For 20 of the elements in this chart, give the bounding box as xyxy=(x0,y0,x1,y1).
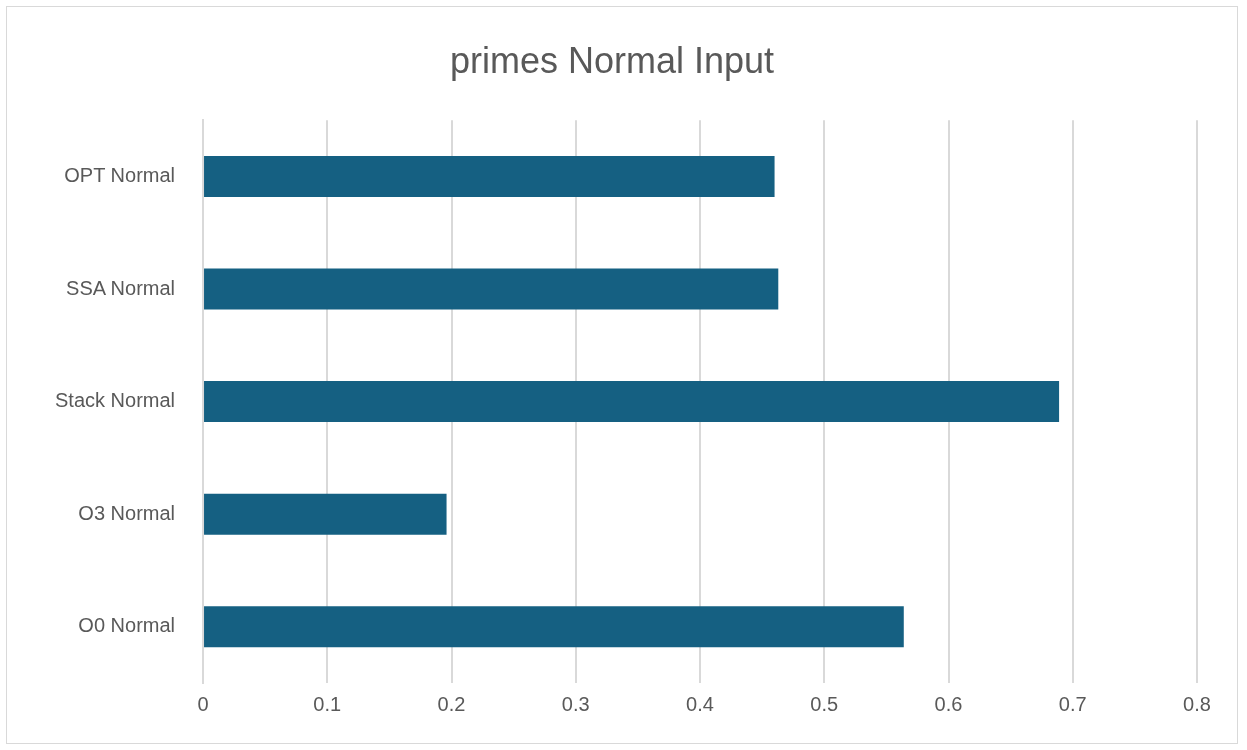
chart-title: primes Normal Input xyxy=(449,39,775,81)
y-tick-label: O3 Normal xyxy=(78,501,176,524)
x-tick-label: 0.5 xyxy=(810,692,839,715)
y-tick-label: O0 Normal xyxy=(78,614,176,637)
bar xyxy=(204,606,904,648)
y-tick-label: Stack Normal xyxy=(55,389,176,412)
x-tick-label: 0.6 xyxy=(934,692,963,715)
x-tick-label: 0.3 xyxy=(561,692,590,715)
x-tick-label: 0.8 xyxy=(1183,692,1211,715)
x-tick-label: 0.2 xyxy=(437,692,466,715)
bar xyxy=(204,381,1060,423)
x-tick-label: 0 xyxy=(197,692,209,715)
y-tick-label: SSA Normal xyxy=(66,276,176,299)
x-tick-label: 0.7 xyxy=(1058,692,1087,715)
y-tick-label: OPT Normal xyxy=(64,164,176,186)
bar xyxy=(204,155,775,197)
bar xyxy=(204,268,779,310)
bar xyxy=(204,493,447,535)
x-tick-label: 0.4 xyxy=(686,692,714,715)
x-tick-label: 0.1 xyxy=(313,692,342,715)
